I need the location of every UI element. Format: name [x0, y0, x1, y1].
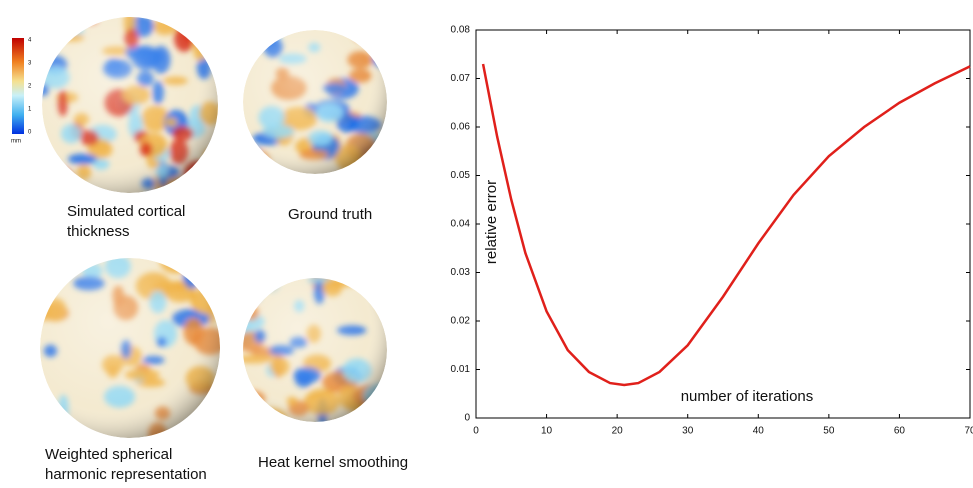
sphere-shade [243, 30, 387, 174]
blob [354, 30, 371, 43]
sphere [243, 30, 387, 174]
y-tick-label: 0 [464, 413, 470, 424]
blob [379, 301, 387, 314]
x-tick-label: 60 [894, 426, 906, 437]
sphere [40, 258, 220, 438]
blob [175, 258, 189, 270]
sphere-shade [42, 17, 218, 193]
blob [204, 176, 218, 193]
blob [243, 145, 261, 155]
x-tick-label: 40 [753, 426, 765, 437]
blob [82, 17, 98, 24]
blob [203, 149, 218, 162]
y-tick-label: 0.04 [451, 219, 471, 230]
caption: Weighted spherical [45, 446, 172, 463]
blob [191, 163, 215, 191]
caption: Ground truth [288, 206, 372, 223]
blob [253, 30, 277, 46]
y-axis-label: relative error [483, 180, 500, 264]
caption: thickness [67, 223, 130, 240]
x-tick-label: 30 [682, 426, 694, 437]
sphere [42, 17, 218, 193]
line [481, 63, 971, 387]
y-tick-label: 0.02 [451, 316, 471, 327]
blob [42, 35, 52, 45]
blob [379, 30, 387, 43]
caption: harmonic representation [45, 466, 207, 483]
blob [202, 400, 220, 420]
y-tick-label: 0.06 [451, 122, 471, 133]
x-tick-label: 50 [823, 426, 835, 437]
sphere-shade [40, 258, 220, 438]
blob [59, 26, 73, 36]
plot: 0 0.01 0.02 0.03 0.04 0.05 0.06 0.07 0.08 0 10 20 30… [451, 25, 973, 437]
blob [204, 266, 220, 276]
colorbar [12, 38, 24, 134]
blob [359, 161, 378, 174]
blob [47, 167, 74, 189]
sphere [243, 278, 387, 422]
x-tick-label: 20 [612, 426, 624, 437]
y-tick-label: 0.08 [451, 25, 471, 36]
blob [188, 17, 205, 37]
x-tick-label: 70 [964, 426, 973, 437]
blob [204, 179, 218, 193]
y-tick-label: 0.07 [451, 73, 471, 84]
blob [190, 17, 218, 27]
blob [249, 282, 261, 303]
colorbar-label: 4 [28, 38, 32, 44]
caption: Heat kernel smoothing [258, 454, 408, 471]
plot-frame [475, 29, 971, 419]
colorbar-label: 0 [28, 130, 32, 136]
colorbar-unit: mm [11, 139, 21, 145]
sphere-shade [243, 278, 387, 422]
y-tick-label: 0.03 [451, 267, 471, 278]
x-axis-label: number of iterations [681, 388, 814, 405]
caption: Simulated cortical [67, 203, 185, 220]
blob [207, 23, 218, 38]
y-tick-label: 0.01 [451, 364, 471, 375]
blob [266, 278, 278, 290]
x-tick-label: 0 [473, 426, 479, 437]
blob [374, 31, 387, 45]
x-tick-label: 10 [541, 426, 553, 437]
colorbar-label: 3 [28, 61, 32, 67]
colorbar-label: 2 [28, 84, 32, 90]
colorbar-label: 1 [28, 107, 32, 113]
y-tick-label: 0.05 [451, 170, 471, 181]
